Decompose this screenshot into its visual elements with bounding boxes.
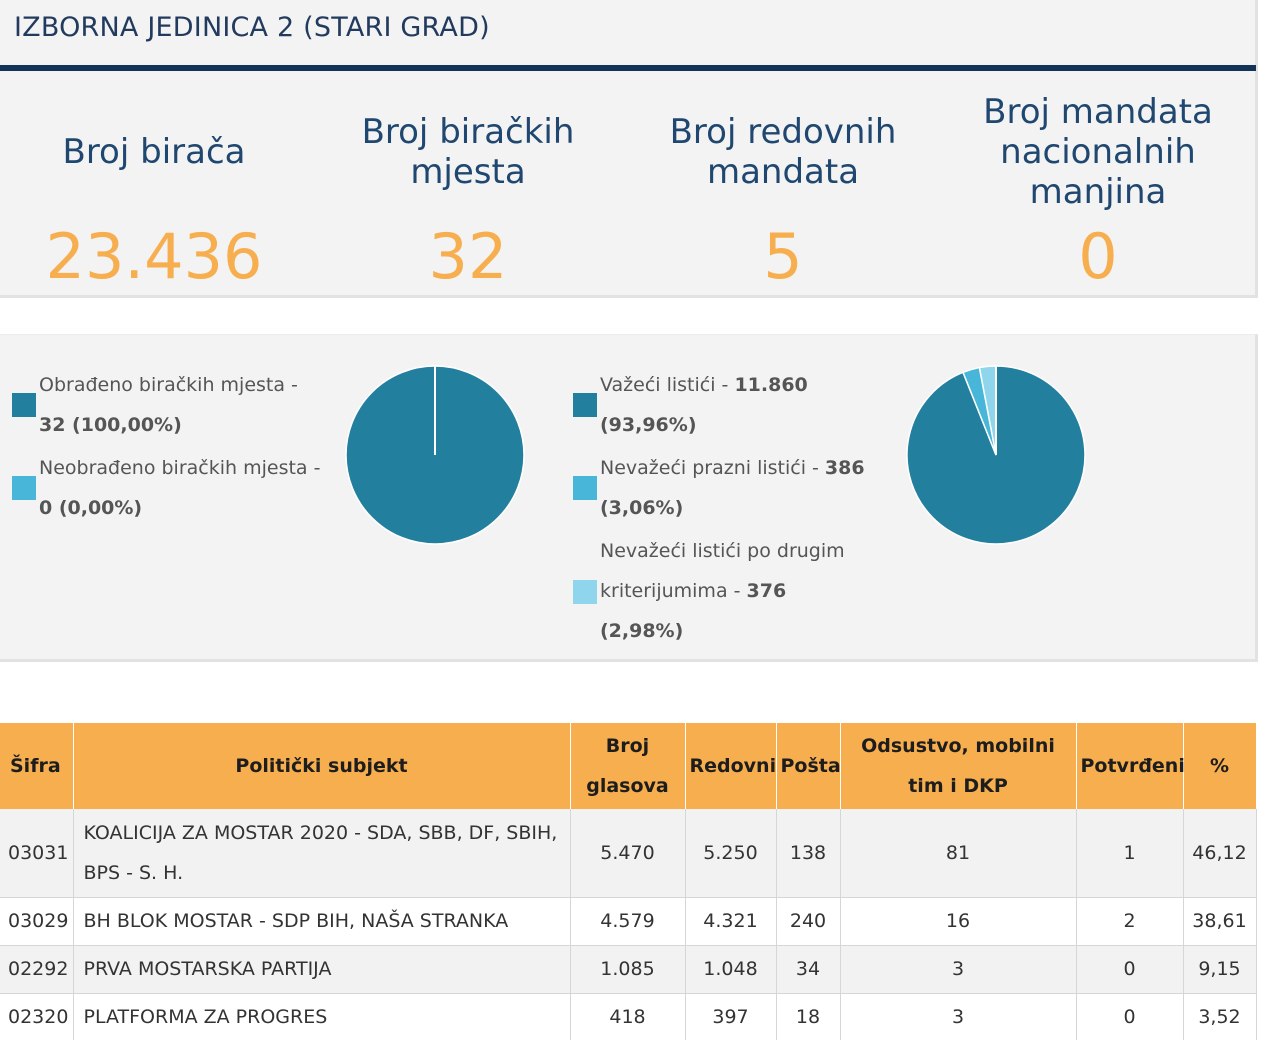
legend-swatch-processed — [12, 393, 36, 417]
legend-label: Nevažeći prazni listići - 386 — [600, 448, 865, 488]
stat-value: 32 — [428, 220, 508, 293]
legend-swatch-blank — [573, 476, 597, 500]
cell-percent: 46,12 — [1183, 809, 1257, 898]
cell-party: BH BLOK MOSTAR - SDP BIH, NAŠA STRANKA — [73, 897, 571, 946]
cell-regular: 5.250 — [685, 809, 777, 898]
cell-mail: 18 — [776, 993, 841, 1040]
cell-mail: 138 — [776, 809, 841, 898]
cell-absentee: 3 — [840, 945, 1077, 994]
legend-swatch-other-invalid — [573, 580, 597, 604]
column-header-confirmed[interactable]: Potvrđeni — [1076, 723, 1185, 809]
legend-label: Važeći listići - 11.860 — [600, 365, 808, 405]
cell-party: KOALICIJA ZA MOSTAR 2020 - SDA, SBB, DF,… — [73, 809, 571, 898]
stat-value: 5 — [763, 220, 803, 293]
column-header-votes[interactable]: Broj glasova — [570, 723, 686, 809]
legend-item-other-invalid: Nevažeći listići po drugim kriterijumima… — [600, 531, 845, 651]
legend-swatch-unprocessed — [12, 476, 36, 500]
stat-label-line: mjesta — [410, 152, 526, 192]
legend-label-prefix: Nevažeći listići po drugim — [600, 540, 845, 562]
cell-absentee: 3 — [840, 993, 1077, 1040]
stat-polling-stations: Broj biračkih mjesta 32 — [318, 88, 618, 292]
cell-confirmed: 0 — [1076, 945, 1184, 994]
table-row: 03029 BH BLOK MOSTAR - SDP BIH, NAŠA STR… — [0, 897, 1257, 946]
cell-code: 03031 — [0, 809, 74, 898]
stat-minority-mandates: Broj mandata nacionalnih manjina 0 — [948, 88, 1248, 292]
stat-label-line: Broj mandata — [983, 92, 1213, 132]
cell-mail: 34 — [776, 945, 841, 994]
legend-label-text: Nevažeći prazni listići - — [600, 457, 825, 479]
legend-value: 0 (0,00%) — [39, 497, 143, 519]
cell-party: PLATFORMA ZA PROGRES — [73, 993, 571, 1040]
stat-label: Broj redovnih mandata — [633, 88, 933, 216]
column-header-regular[interactable]: Redovni — [685, 723, 777, 809]
cell-votes: 4.579 — [570, 897, 686, 946]
cell-absentee: 81 — [840, 809, 1077, 898]
stat-regular-mandates: Broj redovnih mandata 5 — [633, 88, 933, 292]
column-header-mail[interactable]: Pošta — [776, 723, 841, 809]
table-row: 03031 KOALICIJA ZA MOSTAR 2020 - SDA, SB… — [0, 809, 1257, 898]
legend-count: 376 — [746, 580, 787, 602]
stat-label: Broj birača — [4, 88, 304, 216]
column-header-percent[interactable]: % — [1183, 723, 1257, 809]
cell-mail: 240 — [776, 897, 841, 946]
cell-code: 03029 — [0, 897, 74, 946]
cell-regular: 4.321 — [685, 897, 777, 946]
legend-label: Neobrađeno biračkih mjesta - — [39, 457, 321, 479]
cell-regular: 397 — [685, 993, 777, 1040]
legend-label-text: Važeći listići - — [600, 374, 735, 396]
stat-label-line: Broj biračkih — [361, 112, 575, 152]
cell-code: 02320 — [0, 993, 74, 1040]
table-row: 02320 PLATFORMA ZA PROGRES 418 397 18 3 … — [0, 993, 1257, 1040]
cell-code: 02292 — [0, 945, 74, 994]
cell-regular: 1.048 — [685, 945, 777, 994]
stat-value: 23.436 — [45, 220, 263, 293]
stat-label: Broj mandata nacionalnih manjina — [948, 88, 1248, 216]
stat-label-line: Broj redovnih — [669, 112, 897, 152]
cell-percent: 9,15 — [1183, 945, 1257, 994]
polling-stations-pie-chart — [345, 365, 525, 545]
legend-item-unprocessed: Neobrađeno biračkih mjesta - 0 (0,00%) — [39, 448, 320, 528]
cell-votes: 418 — [570, 993, 686, 1040]
cell-party: PRVA MOSTARSKA PARTIJA — [73, 945, 571, 994]
legend-item-valid: Važeći listići - 11.860 (93,96%) — [600, 365, 808, 445]
stat-label-line: nacionalnih — [1000, 132, 1196, 172]
legend-label: kriterijumima - 376 — [600, 571, 845, 611]
cell-percent: 3,52 — [1183, 993, 1257, 1040]
charts-panel: Obrađeno biračkih mjesta - 32 (100,00%) … — [0, 334, 1258, 662]
legend-item-processed: Obrađeno biračkih mjesta - 32 (100,00%) — [39, 365, 298, 445]
legend-count: 11.860 — [734, 374, 808, 396]
legend-value: (3,06%) — [600, 497, 684, 519]
legend-value: (93,96%) — [600, 414, 697, 436]
summary-panel: IZBORNA JEDINICA 2 (STARI GRAD) Broj bir… — [0, 0, 1258, 298]
legend-item-blank: Nevažeći prazni listići - 386 (3,06%) — [600, 448, 865, 528]
cell-confirmed: 1 — [1076, 809, 1184, 898]
stat-label-line: Broj birača — [62, 132, 246, 172]
cell-votes: 5.470 — [570, 809, 686, 898]
cell-confirmed: 0 — [1076, 993, 1184, 1040]
stat-label: Broj biračkih mjesta — [318, 88, 618, 216]
cell-absentee: 16 — [840, 897, 1077, 946]
cell-votes: 1.085 — [570, 945, 686, 994]
cell-confirmed: 2 — [1076, 897, 1184, 946]
stat-value: 0 — [1078, 220, 1118, 293]
cell-percent: 38,61 — [1183, 897, 1257, 946]
results-table: Šifra Politički subjekt Broj glasova Red… — [0, 723, 1257, 1040]
table-header-row: Šifra Politički subjekt Broj glasova Red… — [0, 723, 1257, 809]
column-header-party[interactable]: Politički subjekt — [73, 723, 571, 809]
legend-value: (2,98%) — [600, 620, 684, 642]
legend-count: 386 — [824, 457, 865, 479]
stat-label-line: manjina — [1029, 172, 1167, 212]
ballots-pie-chart — [906, 365, 1086, 545]
legend-label-text: kriterijumima - — [600, 580, 747, 602]
column-header-code[interactable]: Šifra — [0, 723, 74, 809]
title-divider — [0, 65, 1256, 71]
legend-value: 32 (100,00%) — [39, 414, 182, 436]
stat-label-line: mandata — [706, 152, 860, 192]
column-header-absentee[interactable]: Odsustvo, mobilni tim i DKP — [840, 723, 1077, 809]
table-row: 02292 PRVA MOSTARSKA PARTIJA 1.085 1.048… — [0, 945, 1257, 994]
legend-label: Obrađeno biračkih mjesta - — [39, 374, 298, 396]
legend-swatch-valid — [573, 393, 597, 417]
page-title: IZBORNA JEDINICA 2 (STARI GRAD) — [14, 12, 490, 43]
stat-voters: Broj birača 23.436 — [4, 88, 304, 292]
